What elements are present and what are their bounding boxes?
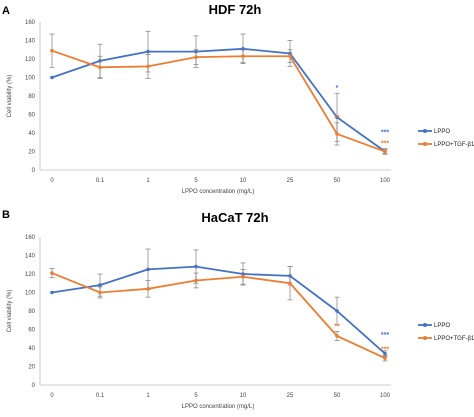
x-tick-label: 1: [146, 393, 150, 399]
y-tick-label: 120: [25, 272, 36, 278]
x-tick-label: 10: [240, 178, 247, 184]
data-point: [335, 309, 339, 313]
data-point: [383, 351, 387, 356]
significance-label: ***: [381, 141, 389, 148]
x-tick-label: 0: [50, 178, 54, 184]
y-tick-label: 40: [28, 131, 35, 137]
x-tick-label: 50: [334, 393, 341, 399]
y-axis-label: Cell viability (%): [7, 290, 13, 333]
y-tick-label: 100: [25, 291, 36, 297]
x-tick-label: 100: [380, 178, 391, 184]
data-point: [146, 287, 150, 291]
data-point: [98, 290, 102, 295]
data-point: [241, 274, 245, 279]
legend-label: LPPO: [434, 129, 450, 135]
data-point: [335, 132, 339, 136]
panel-letter: A: [2, 5, 10, 17]
x-axis-label: LPPO concentration (mg/L): [182, 404, 255, 410]
significance-label: **: [334, 115, 340, 122]
data-point: [146, 64, 150, 69]
legend-label: LPPO+TGF-β1: [434, 142, 474, 148]
x-tick-label: 50: [334, 178, 341, 184]
series-lppo: ***: [50, 248, 389, 357]
significance-label: *: [336, 85, 339, 92]
data-point: [335, 115, 339, 120]
legend-marker: [423, 323, 427, 327]
x-tick-label: 5: [194, 393, 198, 399]
significance-label: ***: [381, 346, 389, 353]
y-tick-label: 0: [32, 383, 36, 389]
data-point: [50, 48, 54, 53]
data-point: [194, 264, 198, 269]
y-tick-label: 40: [28, 346, 35, 352]
chart-title: HDF 72h: [209, 2, 262, 17]
x-tick-label: 0.1: [96, 178, 105, 184]
data-point: [194, 55, 198, 59]
data-point: [288, 281, 292, 286]
data-point: [50, 290, 54, 295]
significance-label: ***: [381, 332, 389, 339]
data-point: [288, 54, 292, 59]
y-tick-label: 160: [25, 20, 36, 26]
data-point: [98, 283, 102, 287]
y-tick-label: 120: [25, 57, 36, 63]
series-lppo: ****: [50, 30, 389, 155]
legend-marker: [423, 142, 427, 146]
panel-letter: B: [2, 209, 10, 221]
series-lppo-tgf: *****: [49, 266, 389, 362]
legend-marker: [423, 129, 427, 133]
legend: LPPO LPPO+TGF-β1: [418, 129, 474, 148]
y-tick-label: 80: [28, 94, 35, 100]
series-line: [51, 47, 386, 153]
data-point: [335, 334, 339, 338]
legend: LPPO LPPO+TGF-β1: [418, 323, 474, 342]
data-point: [194, 278, 198, 283]
y-tick-label: 80: [28, 309, 35, 315]
chart-title: HaCaT 72h: [201, 210, 268, 225]
data-point: [50, 75, 54, 80]
y-tick-label: 60: [28, 328, 35, 334]
series-line: [51, 265, 386, 355]
significance-label: **: [334, 323, 340, 330]
x-tick-label: 0.1: [96, 393, 105, 399]
series-line: [51, 49, 386, 153]
data-point: [146, 267, 150, 272]
y-tick-label: 100: [25, 76, 36, 82]
data-point: [383, 149, 387, 154]
legend-label: LPPO+TGF-β1: [434, 336, 474, 342]
x-tick-label: 0: [50, 393, 54, 399]
y-tick-label: 160: [25, 235, 36, 241]
y-tick-label: 140: [25, 254, 36, 260]
series-lppo-tgf: *****: [49, 33, 389, 154]
data-point: [98, 65, 102, 70]
x-tick-label: 25: [287, 178, 294, 184]
y-axis-label: Cell viability (%): [7, 75, 13, 118]
y-tick-label: 140: [25, 39, 36, 45]
significance-label: ***: [381, 130, 389, 137]
y-tick-label: 60: [28, 113, 35, 119]
x-tick-label: 5: [194, 178, 198, 184]
x-tick-label: 25: [287, 393, 294, 399]
legend-marker: [423, 336, 427, 340]
x-axis-label: LPPO concentration (mg/L): [182, 189, 255, 195]
y-tick-label: 20: [28, 150, 35, 156]
data-point: [241, 54, 245, 59]
y-tick-label: 0: [32, 168, 36, 174]
data-point: [146, 49, 150, 54]
x-tick-label: 100: [380, 393, 391, 399]
series-line: [51, 272, 386, 359]
x-tick-label: 1: [146, 178, 150, 184]
data-point: [50, 271, 54, 275]
data-point: [383, 356, 387, 360]
x-tick-label: 10: [240, 393, 247, 399]
legend-label: LPPO: [434, 323, 450, 329]
y-tick-label: 20: [28, 365, 35, 371]
